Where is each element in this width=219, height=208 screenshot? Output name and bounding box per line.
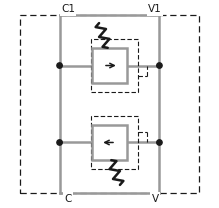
Text: C1: C1 — [61, 4, 75, 14]
Text: V1: V1 — [148, 4, 162, 14]
Circle shape — [57, 140, 62, 145]
Circle shape — [157, 63, 162, 68]
Text: V: V — [152, 194, 159, 204]
Bar — [20, 15, 199, 193]
Circle shape — [57, 63, 62, 68]
Circle shape — [157, 140, 162, 145]
Bar — [92, 125, 127, 160]
Bar — [91, 116, 138, 169]
Bar — [92, 48, 127, 83]
Text: C: C — [64, 194, 72, 204]
Bar — [91, 39, 138, 92]
